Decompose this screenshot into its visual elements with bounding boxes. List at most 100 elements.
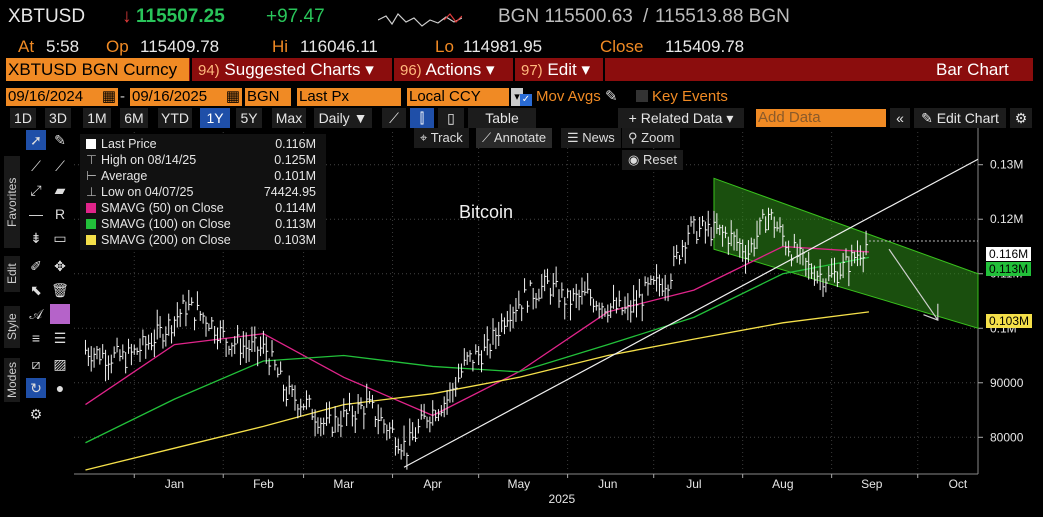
reset-button[interactable]: ◉ Reset [622, 150, 683, 170]
sma100-tag: 0.113M [986, 262, 1032, 276]
range-1d[interactable]: 1D [10, 108, 36, 128]
low-label: Lo [435, 37, 454, 56]
annotate-button[interactable]: ⟋ Annotate [476, 128, 553, 148]
sma100-line [85, 256, 870, 444]
last-price: 115507.25 [136, 6, 225, 27]
zoom-icon: ⚲ [628, 130, 638, 145]
rectangle-icon[interactable]: ▭ [53, 230, 67, 246]
calendar-icon: ▦ [101, 88, 116, 105]
add-data-input[interactable]: Add Data [756, 109, 886, 127]
trash-icon[interactable]: 🗑 [51, 282, 69, 298]
sparkline-icon [378, 13, 462, 27]
zoom-button[interactable]: ⚲ Zoom [622, 128, 681, 148]
ticker-symbol: XBTUSD [8, 6, 86, 27]
resistance-icon[interactable]: R [54, 206, 66, 222]
range-1y[interactable]: 1Y [200, 108, 230, 128]
mov-avgs-toggle[interactable]: ✓ Mov Avgs ✎ [520, 88, 618, 106]
pencil-icon: ⟋ [482, 130, 492, 145]
related-data-button[interactable]: + Related Data ▾ [618, 108, 744, 128]
open-value: 115409.78 [140, 37, 220, 56]
key-events-toggle[interactable]: Key Events [636, 88, 728, 106]
collapse-icon[interactable]: « [890, 108, 910, 128]
fill-color-icon[interactable] [50, 304, 70, 324]
pencil-icon: ✎ [604, 88, 618, 105]
brush-icon[interactable]: ✐ [30, 258, 42, 274]
support-trendline [403, 158, 979, 468]
legend-swatch [86, 139, 96, 149]
x-year-label: 2025 [549, 492, 576, 506]
trendline-icon[interactable]: ⟋ [31, 158, 41, 174]
range-5y[interactable]: 5Y [236, 108, 262, 128]
sma50-line [85, 245, 869, 417]
track-button[interactable]: ⌖ Track [414, 128, 469, 148]
quote-separator: / [643, 6, 649, 27]
legend-sma100: SMAVG (100) on Close 0.113M [86, 216, 320, 232]
draw-pencil-icon[interactable]: ✎ [54, 132, 66, 148]
start-date-field[interactable]: 09/16/2024 ▦ [6, 88, 118, 106]
text-style-icon[interactable]: 𝒜 [29, 306, 43, 322]
legend-high: ⊤ High on 08/14/25 0.125M [86, 153, 316, 167]
fibonacci-icon[interactable]: ⇟ [30, 230, 42, 246]
field-selector[interactable]: Last Px [297, 88, 401, 106]
horizontal-line-icon[interactable]: — [29, 206, 43, 222]
range-6m[interactable]: 6M [120, 108, 148, 128]
hatch-icon[interactable]: ⧄ [31, 356, 41, 372]
currency-selector[interactable]: Local CCY ▾ [407, 88, 523, 106]
average-marker-icon: ⊢ [86, 169, 97, 183]
time-label: At [18, 37, 35, 56]
line-chart-icon[interactable]: ⟋ [382, 108, 406, 128]
news-icon: ☰ [567, 130, 579, 145]
dropdown-icon: ▾ [726, 110, 734, 126]
fill-icon[interactable]: ▨ [53, 356, 67, 372]
suggested-charts-menu[interactable]: 94) Suggested Charts ▾ [198, 60, 374, 79]
bid-quote: BGN 115500.63 [498, 6, 633, 27]
chart-legend: Last Price 0.116M ⊤ High on 08/14/25 0.125M… [80, 134, 326, 250]
menu-bar: XBTUSD BGN Curncy 94) Suggested Charts ▾… [6, 58, 1033, 81]
legend-average: ⊢ Average 0.101M [86, 169, 316, 183]
line-style-icon[interactable]: ☰ [53, 330, 67, 346]
channel-icon[interactable]: ▰ [54, 182, 66, 198]
pointer-icon[interactable]: ➚ [26, 130, 46, 150]
dropdown-icon: ▾ [485, 60, 495, 79]
range-3d[interactable]: 3D [45, 108, 71, 128]
range-1m[interactable]: 1M [83, 108, 111, 128]
security-field[interactable]: XBTUSD BGN Curncy [6, 58, 189, 81]
low-value: 114981.95 [463, 37, 543, 56]
actions-menu[interactable]: 96) Actions ▾ [400, 60, 495, 79]
move-icon[interactable]: ✥ [54, 258, 66, 274]
news-button[interactable]: ☰ News [561, 128, 621, 148]
bar-chart-icon[interactable]: ⫿ [410, 108, 434, 128]
plus-icon: + [628, 110, 637, 126]
line-weight-icon[interactable]: ≡ [31, 330, 41, 346]
edit-chart-button[interactable]: ✎ Edit Chart [914, 108, 1006, 128]
open-label: Op [106, 37, 129, 56]
high-label: Hi [272, 37, 289, 56]
legend-low: ⊥ Low on 04/07/25 74424.95 [86, 185, 316, 199]
dropdown-icon: ▼ [353, 110, 368, 126]
y-tick-label: 90000 [990, 376, 1024, 390]
ray-icon[interactable]: ⟋ [55, 158, 65, 174]
settings-gear-icon[interactable]: ⚙ [29, 406, 43, 422]
gear-icon[interactable]: ⚙ [1010, 108, 1032, 128]
table-button[interactable]: Table [468, 108, 536, 128]
bar-style-icon[interactable]: ▯ [438, 108, 464, 128]
x-tick-label: May [507, 477, 530, 491]
range-max[interactable]: Max [272, 108, 306, 128]
legend-swatch [86, 235, 96, 245]
high-value: 116046.11 [300, 37, 378, 56]
x-tick-label: Apr [423, 477, 442, 491]
x-tick-label: Sep [861, 477, 883, 491]
end-date-field[interactable]: 09/16/2025 ▦ [130, 88, 242, 106]
color-palette-icon[interactable]: ● [55, 380, 65, 396]
source-field[interactable]: BGN [245, 88, 291, 106]
high-marker-icon: ⊤ [86, 153, 97, 167]
segment-icon[interactable]: ⤢ [30, 182, 42, 198]
down-arrow-icon: ↓ [122, 6, 132, 27]
period-selector[interactable]: Daily ▼ [314, 108, 372, 128]
refresh-mode-icon[interactable]: ↻ [26, 378, 46, 398]
select-icon[interactable]: ⬉ [30, 282, 42, 298]
forecast-arrow [888, 248, 939, 321]
edit-menu[interactable]: 97) Edit ▾ [521, 60, 590, 79]
range-ytd[interactable]: YTD [158, 108, 192, 128]
